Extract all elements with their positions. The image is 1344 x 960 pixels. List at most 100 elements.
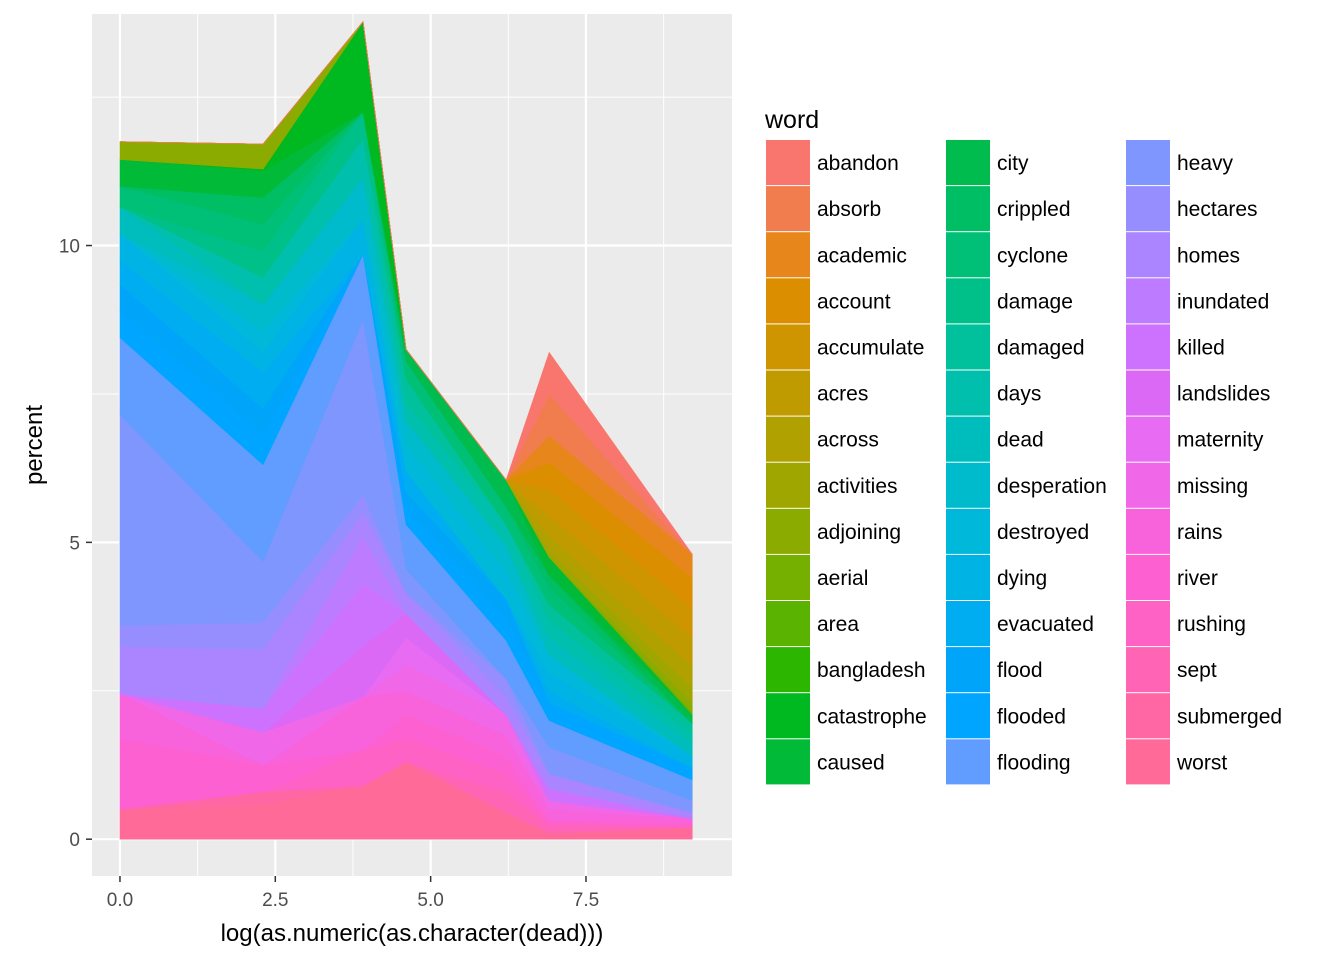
legend-label: abandon <box>817 152 899 175</box>
legend-item-desperation: desperation <box>946 462 1107 508</box>
legend-label: dying <box>997 567 1047 590</box>
legend-title: word <box>764 106 819 134</box>
legend-item-damaged: damaged <box>946 324 1085 370</box>
legend-key <box>766 416 810 462</box>
legend-label: damage <box>997 290 1073 313</box>
legend-item-inundated: inundated <box>1126 278 1269 324</box>
legend-key <box>766 693 810 739</box>
legend-item-adjoining: adjoining <box>766 508 901 554</box>
legend-label: landslides <box>1177 383 1270 406</box>
legend-item-river: river <box>1126 554 1218 600</box>
legend-item-sept: sept <box>1126 647 1217 693</box>
legend-key <box>766 554 810 600</box>
legend-item-killed: killed <box>1126 324 1225 370</box>
x-axis: 0.0 2.5 5.0 7.5 <box>107 876 599 911</box>
legend-key <box>766 739 810 785</box>
legend-item-city: city <box>946 140 1029 186</box>
legend-key <box>1126 278 1170 324</box>
legend-label: river <box>1177 567 1218 590</box>
legend-label: acres <box>817 383 868 406</box>
legend-key <box>1126 601 1170 647</box>
x-tick-label: 7.5 <box>573 890 599 911</box>
legend: abandon absorb academic account accumulate ac… <box>766 140 1282 785</box>
legend-item-accumulate: accumulate <box>766 324 924 370</box>
legend-item-missing: missing <box>1126 462 1248 508</box>
legend-label: inundated <box>1177 290 1269 313</box>
legend-item-abandon: abandon <box>766 140 899 186</box>
legend-label: caused <box>817 751 885 774</box>
y-axis: 0 5 10 <box>59 237 92 851</box>
stacked-areas <box>119 20 693 840</box>
legend-label: cyclone <box>997 244 1068 267</box>
legend-label: account <box>817 290 891 313</box>
legend-item-maternity: maternity <box>1126 416 1264 462</box>
x-axis-title: log(as.numeric(as.character(dead))) <box>221 920 604 947</box>
legend-key <box>766 140 810 186</box>
legend-item-cyclone: cyclone <box>946 232 1068 278</box>
legend-item-submerged: submerged <box>1126 693 1282 739</box>
legend-label: catastrophe <box>817 705 927 728</box>
legend-label: adjoining <box>817 521 901 544</box>
legend-item-across: across <box>766 416 879 462</box>
legend-key <box>766 370 810 416</box>
y-tick-label: 0 <box>69 830 80 851</box>
legend-key <box>946 462 990 508</box>
legend-label: damaged <box>997 336 1085 359</box>
legend-label: sept <box>1177 659 1217 682</box>
legend-label: across <box>817 429 879 452</box>
legend-label: rains <box>1177 521 1223 544</box>
legend-label: heavy <box>1177 152 1234 175</box>
legend-key <box>946 186 990 232</box>
legend-item-hectares: hectares <box>1126 186 1258 232</box>
legend-label: desperation <box>997 475 1107 498</box>
legend-item-academic: academic <box>766 232 907 278</box>
legend-key <box>1126 647 1170 693</box>
legend-label: hectares <box>1177 198 1258 221</box>
legend-label: crippled <box>997 198 1071 221</box>
legend-key <box>766 601 810 647</box>
legend-key <box>766 324 810 370</box>
legend-item-activities: activities <box>766 462 898 508</box>
legend-key <box>1126 324 1170 370</box>
legend-label: dead <box>997 429 1044 452</box>
legend-key <box>946 324 990 370</box>
legend-label: accumulate <box>817 336 924 359</box>
legend-label: absorb <box>817 198 881 221</box>
legend-item-absorb: absorb <box>766 186 881 232</box>
legend-item-damage: damage <box>946 278 1073 324</box>
legend-label: maternity <box>1177 429 1264 452</box>
legend-item-landslides: landslides <box>1126 370 1270 416</box>
legend-key <box>1126 739 1170 785</box>
legend-item-homes: homes <box>1126 232 1240 278</box>
legend-key <box>946 739 990 785</box>
legend-label: days <box>997 383 1041 406</box>
legend-key <box>766 647 810 693</box>
legend-key <box>1126 508 1170 554</box>
legend-label: homes <box>1177 244 1240 267</box>
legend-item-flood: flood <box>946 647 1043 693</box>
legend-key <box>766 232 810 278</box>
legend-item-acres: acres <box>766 370 868 416</box>
legend-key <box>1126 140 1170 186</box>
legend-item-bangladesh: bangladesh <box>766 647 926 693</box>
legend-label: bangladesh <box>817 659 926 682</box>
legend-label: academic <box>817 244 907 267</box>
legend-label: area <box>817 613 859 636</box>
y-tick-label: 5 <box>69 533 80 554</box>
x-tick-label: 0.0 <box>107 890 133 911</box>
legend-label: submerged <box>1177 705 1282 728</box>
legend-key <box>1126 554 1170 600</box>
legend-key <box>946 370 990 416</box>
legend-item-account: account <box>766 278 891 324</box>
legend-label: destroyed <box>997 521 1089 544</box>
legend-key <box>946 601 990 647</box>
legend-item-evacuated: evacuated <box>946 601 1094 647</box>
legend-item-destroyed: destroyed <box>946 508 1089 554</box>
legend-key <box>946 416 990 462</box>
legend-label: activities <box>817 475 898 498</box>
legend-key <box>766 462 810 508</box>
legend-label: aerial <box>817 567 868 590</box>
x-tick-label: 2.5 <box>262 890 288 911</box>
legend-key <box>946 140 990 186</box>
legend-key <box>946 647 990 693</box>
